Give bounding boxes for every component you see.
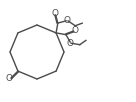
Text: O: O <box>64 16 71 25</box>
Text: O: O <box>67 39 74 48</box>
Text: O: O <box>6 74 13 83</box>
Text: O: O <box>72 26 79 35</box>
Text: O: O <box>52 9 59 18</box>
